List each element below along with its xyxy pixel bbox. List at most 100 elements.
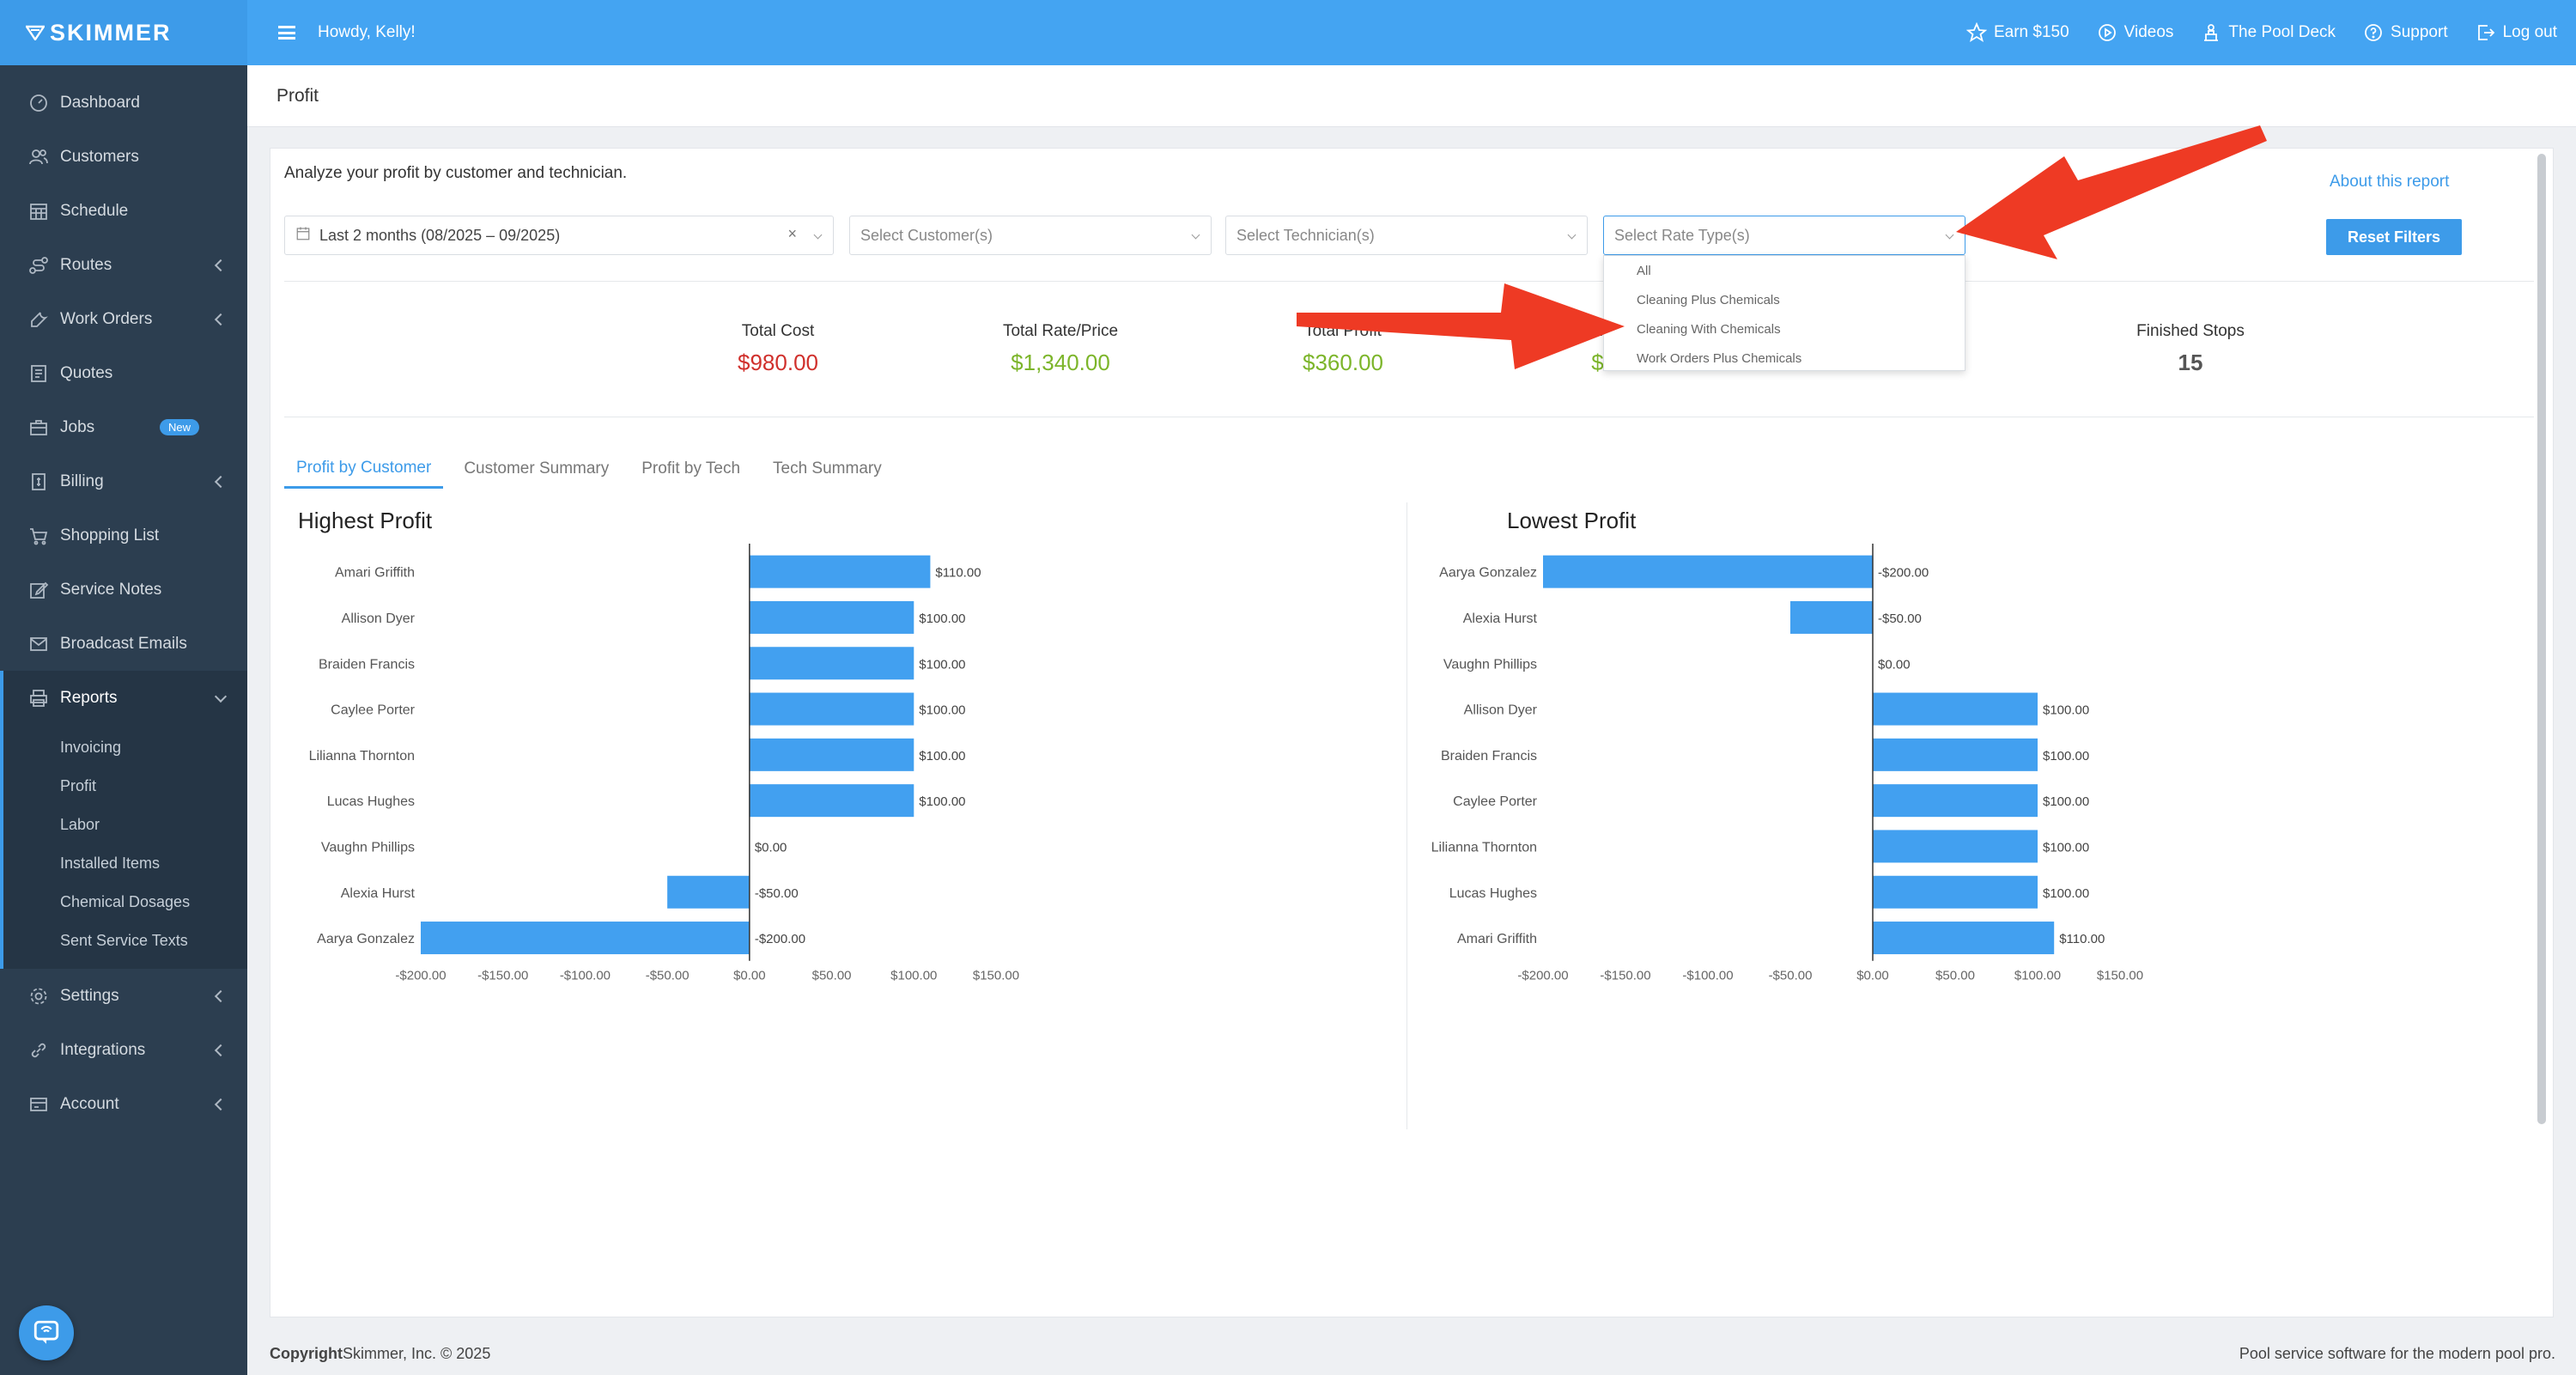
stat-total-profit: Total Profit $360.00	[1231, 322, 1455, 376]
profit-bar[interactable]	[1873, 922, 2055, 955]
rate-option-work-orders-plus-chemicals[interactable]: Work Orders Plus Chemicals	[1637, 350, 1802, 366]
stat-label: Total Rate/Price	[1002, 322, 1119, 340]
sidebar-item-shopping-list[interactable]: Shopping List	[0, 508, 247, 563]
about-report-link[interactable]: About this report	[2330, 173, 2450, 191]
reset-filters-button[interactable]: Reset Filters	[2326, 219, 2462, 255]
sidebar-item-billing[interactable]: Billing	[0, 454, 247, 508]
stat-value: $1,340.00	[1011, 350, 1110, 375]
rate-type-select[interactable]: Select Rate Type(s)	[1603, 216, 1965, 255]
support-link[interactable]: Support	[2363, 22, 2448, 43]
x-tick-label: $50.00	[1935, 969, 1975, 983]
category-label: Caylee Porter	[331, 703, 415, 718]
submenu-item-labor[interactable]: Labor	[60, 816, 100, 833]
bar-value-label: $100.00	[2043, 749, 2089, 764]
profit-bar[interactable]	[1543, 555, 1873, 588]
tab-profit-by-customer[interactable]: Profit by Customer	[284, 449, 444, 489]
report-tabs: Profit by Customer Customer Summary Prof…	[284, 449, 2534, 489]
calendar-icon	[295, 226, 319, 246]
videos-link[interactable]: Videos	[2097, 22, 2174, 43]
sidebar-item-reports[interactable]: Reports	[0, 671, 247, 725]
profit-bar[interactable]	[1873, 784, 2038, 818]
submenu-item-profit[interactable]: Profit	[60, 777, 97, 794]
submenu-item-sent-service-texts[interactable]: Sent Service Texts	[60, 932, 188, 949]
earn-link[interactable]: Earn $150	[1965, 22, 2069, 43]
profit-bar[interactable]	[749, 555, 931, 588]
brand-logo[interactable]: SKIMMER	[0, 0, 247, 65]
chevron-down-icon	[214, 690, 228, 703]
lowest-profit-title: Lowest Profit	[1507, 508, 1637, 533]
top-link-label: Videos	[2123, 23, 2174, 41]
rate-option-cleaning-plus-chemicals[interactable]: Cleaning Plus Chemicals	[1637, 292, 1780, 307]
sidebar-item-routes[interactable]: Routes	[0, 238, 247, 292]
technician-select[interactable]: Select Technician(s)	[1225, 216, 1588, 255]
sidebar-item-schedule[interactable]: Schedule	[0, 184, 247, 238]
top-link-label: Support	[2391, 23, 2448, 41]
category-label: Aarya Gonzalez	[1439, 566, 1537, 581]
profit-bar[interactable]	[421, 922, 750, 955]
bar-value-label: $0.00	[755, 840, 787, 855]
date-range-filter[interactable]: Last 2 months (08/2025 – 09/2025) ×	[284, 216, 834, 255]
bar-value-label: $100.00	[919, 657, 965, 672]
chat-widget-button[interactable]	[19, 1305, 74, 1360]
sidebar-item-label: Jobs	[60, 417, 95, 436]
sidebar-item-customers[interactable]: Customers	[0, 130, 247, 184]
profit-bar[interactable]	[667, 875, 750, 909]
profit-bar[interactable]	[749, 647, 914, 680]
tab-customer-summary[interactable]: Customer Summary	[464, 459, 610, 478]
clear-date-icon[interactable]: ×	[787, 225, 797, 242]
skimmer-logo-icon	[26, 25, 45, 40]
profit-bar[interactable]	[749, 692, 914, 726]
tab-tech-summary[interactable]: Tech Summary	[773, 459, 882, 478]
sidebar-item-integrations[interactable]: Integrations	[0, 1023, 247, 1077]
sidebar-item-quotes[interactable]: Quotes	[0, 346, 247, 400]
tab-profit-by-tech[interactable]: Profit by Tech	[641, 459, 741, 478]
highest-profit-title: Highest Profit	[298, 508, 433, 533]
sidebar-item-broadcast-emails[interactable]: Broadcast Emails	[0, 617, 247, 671]
profit-bar[interactable]	[749, 738, 914, 771]
sidebar-item-account[interactable]: Account	[0, 1077, 247, 1131]
chevron-down-icon	[1567, 230, 1577, 240]
profit-bar[interactable]	[1873, 830, 2038, 863]
profit-bar[interactable]	[1873, 738, 2038, 771]
category-label: Vaughn Phillips	[1443, 657, 1537, 672]
rate-option-cleaning-with-chemicals[interactable]: Cleaning With Chemicals	[1637, 321, 1781, 337]
stat-value: $980.00	[738, 350, 818, 375]
top-link-label: The Pool Deck	[2228, 23, 2336, 41]
profit-bar[interactable]	[1790, 600, 1873, 634]
stat-label: Total Profit	[1304, 322, 1382, 340]
submenu-item-installed-items[interactable]: Installed Items	[60, 855, 161, 872]
category-label: Alexia Hurst	[341, 886, 416, 901]
topbar-links: Earn $150 Videos The Pool Deck Support L…	[1965, 22, 2557, 43]
stat-value: 15	[2178, 350, 2203, 375]
x-tick-label: $150.00	[973, 969, 1019, 983]
sidebar-item-dashboard[interactable]: Dashboard	[0, 76, 247, 130]
sidebar-nav-lower: Settings Integrations Account	[0, 969, 247, 1131]
scrollbar[interactable]	[2537, 154, 2546, 1124]
sidebar-item-jobs[interactable]: Jobs New	[0, 400, 247, 454]
logout-link[interactable]: Log out	[2476, 22, 2557, 43]
profit-bar[interactable]	[749, 600, 914, 634]
sidebar-item-label: Schedule	[60, 201, 129, 220]
profit-bar[interactable]	[1873, 875, 2038, 909]
menu-toggle-icon[interactable]	[278, 26, 295, 40]
chevron-down-icon	[1191, 230, 1200, 240]
bar-value-label: -$50.00	[755, 886, 799, 901]
x-tick-label: $0.00	[733, 969, 766, 983]
dashboard-icon	[26, 92, 52, 114]
calendar-icon	[26, 200, 52, 222]
customer-select[interactable]: Select Customer(s)	[849, 216, 1212, 255]
bar-value-label: $100.00	[919, 611, 965, 626]
profit-bar[interactable]	[1873, 692, 2038, 726]
charts-separator	[1406, 502, 1407, 1129]
submenu-item-chemical-dosages[interactable]: Chemical Dosages	[60, 893, 191, 910]
profit-bar[interactable]	[749, 784, 914, 818]
sidebar-item-settings[interactable]: Settings	[0, 969, 247, 1023]
sidebar-item-service-notes[interactable]: Service Notes	[0, 563, 247, 617]
chevron-left-icon	[214, 475, 228, 488]
pool-deck-link[interactable]: The Pool Deck	[2201, 22, 2336, 43]
submenu-item-invoicing[interactable]: Invoicing	[60, 739, 122, 756]
sidebar-item-label: Service Notes	[60, 580, 162, 599]
rate-option-all[interactable]: All	[1637, 263, 1651, 278]
footer-tagline: Pool service software for the modern poo…	[2239, 1345, 2555, 1362]
sidebar-item-work-orders[interactable]: Work Orders	[0, 292, 247, 346]
